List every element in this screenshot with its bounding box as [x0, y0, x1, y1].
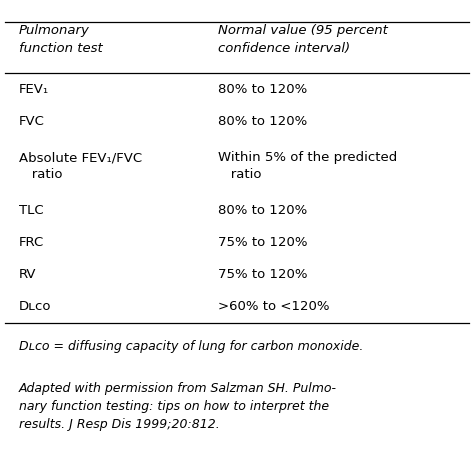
Text: 80% to 120%: 80% to 120% — [219, 115, 308, 128]
Text: 80% to 120%: 80% to 120% — [219, 204, 308, 217]
Text: Absolute FEV₁/FVC
   ratio: Absolute FEV₁/FVC ratio — [18, 151, 142, 181]
Text: FEV₁: FEV₁ — [18, 83, 49, 96]
Text: Adapted with permission from Salzman SH. Pulmo-
nary function testing: tips on h: Adapted with permission from Salzman SH.… — [18, 382, 337, 431]
Text: Dʟᴄᴏ: Dʟᴄᴏ — [18, 300, 51, 313]
Text: RV: RV — [18, 268, 36, 281]
Text: >60% to <120%: >60% to <120% — [219, 300, 330, 313]
Text: Dʟᴄᴏ = diffusing capacity of lung for carbon monoxide.: Dʟᴄᴏ = diffusing capacity of lung for ca… — [18, 340, 363, 353]
Text: Within 5% of the predicted
   ratio: Within 5% of the predicted ratio — [219, 151, 398, 181]
Text: FRC: FRC — [18, 236, 44, 250]
Text: 75% to 120%: 75% to 120% — [219, 268, 308, 281]
Text: 80% to 120%: 80% to 120% — [219, 83, 308, 96]
Text: FVC: FVC — [18, 115, 45, 128]
Text: Pulmonary
function test: Pulmonary function test — [18, 24, 102, 55]
Text: TLC: TLC — [18, 204, 43, 217]
Text: Normal value (95 percent
confidence interval): Normal value (95 percent confidence inte… — [219, 24, 388, 55]
Text: 75% to 120%: 75% to 120% — [219, 236, 308, 250]
